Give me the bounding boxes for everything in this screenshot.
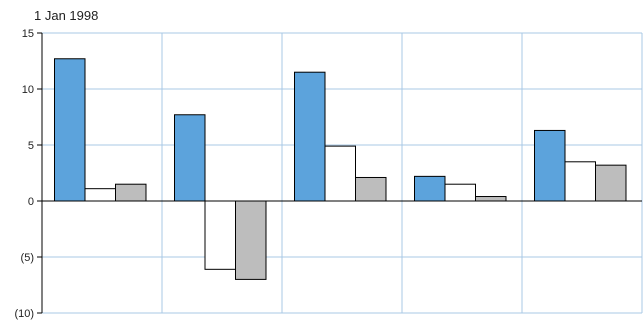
y-tick-label-4: (5) [21,252,34,264]
y-tick-label-0: 15 [22,28,34,40]
bar-series3-cat2 [235,200,267,280]
y-tick-label-1: 10 [22,84,34,96]
bar-series3-cat1 [115,183,147,202]
bar-series3-cat4 [475,196,507,202]
ticks-layer: 15 10 5 0 (5) (10) [14,28,42,320]
bar-series2-cat5 [564,161,596,202]
bar-series2-cat3 [324,145,356,202]
grid-layer [42,32,643,314]
bar-series1-cat3 [294,71,326,202]
bar-series1-cat5 [534,129,566,202]
bar-series2-cat1 [84,188,116,202]
y-tick-label-3: 0 [28,196,34,208]
bar-series2-cat2 [204,200,236,270]
bar-series3-cat3 [355,176,387,202]
bar-series1-cat1 [54,58,86,202]
axes-layer [41,33,642,313]
bar-series2-cat4 [444,183,476,202]
chart-title: 1 Jan 1998 [34,8,99,23]
bar-series1-cat4 [414,175,446,202]
bar-series1-cat2 [174,114,206,202]
bars-layer [54,58,627,280]
y-tick-label-5: (10) [14,308,34,320]
y-tick-label-2: 5 [28,140,34,152]
bar-series3-cat5 [595,164,627,202]
